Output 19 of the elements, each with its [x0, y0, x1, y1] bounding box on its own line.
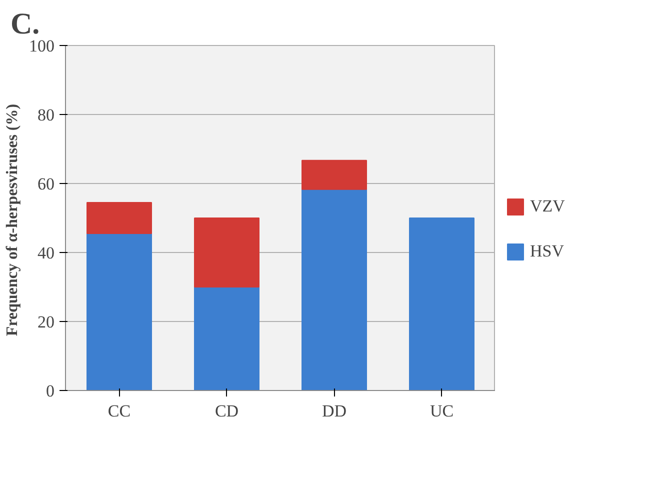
- y-tick-label: 40: [38, 244, 54, 262]
- y-tick-label: 20: [38, 312, 54, 332]
- bar: [194, 286, 260, 390]
- bar: [302, 188, 367, 390]
- x-tick-label: DD: [322, 402, 347, 420]
- bar: [86, 233, 152, 390]
- bar: [409, 218, 474, 390]
- y-tick-label: 0: [46, 382, 54, 400]
- bar: [194, 218, 260, 288]
- legend-label: HSV: [530, 241, 564, 261]
- y-tick-label: 80: [38, 106, 54, 124]
- x-tick-label: CC: [108, 402, 131, 420]
- x-tick-label: UC: [430, 402, 454, 420]
- x-tick-label: CD: [214, 402, 239, 420]
- bar: [86, 202, 152, 234]
- y-tick-label: 60: [38, 174, 54, 194]
- legend-label: VZV: [530, 196, 565, 216]
- y-axis-title: Frequency of α-herpesviruses (%): [4, 104, 21, 336]
- bar: [302, 160, 367, 190]
